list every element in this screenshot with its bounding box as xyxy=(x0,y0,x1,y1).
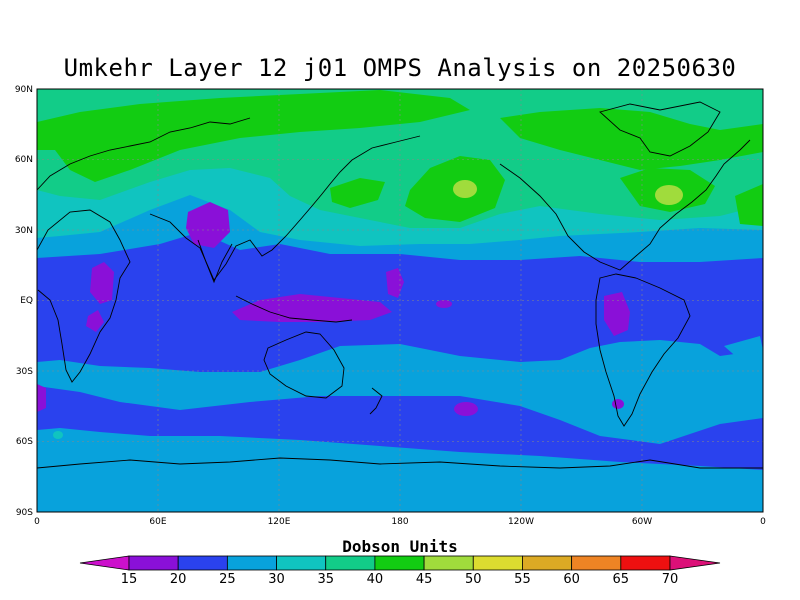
x-tick-label: 0 xyxy=(34,517,40,527)
y-tick-label: 30N xyxy=(15,226,33,236)
south-atlantic-30 xyxy=(724,336,763,360)
north-america-outline xyxy=(499,139,751,271)
andes-min xyxy=(604,292,630,336)
colorbar-swatch xyxy=(177,555,228,571)
y-tick-label: EQ xyxy=(20,296,33,306)
x-tick-label: 60W xyxy=(632,517,652,527)
contour-field xyxy=(37,89,763,512)
europe-outline xyxy=(37,117,251,191)
x-tick-label: 60E xyxy=(149,517,166,527)
arctic-green-east xyxy=(500,108,763,170)
india-outline xyxy=(197,239,233,284)
colorbar-swatch xyxy=(276,555,327,571)
maritime-min xyxy=(232,294,392,322)
colorbar-tick-label: 40 xyxy=(367,572,384,587)
chart-title: Umkehr Layer 12 j01 OMPS Analysis on 202… xyxy=(63,54,737,82)
antarctica-outline xyxy=(37,457,763,469)
atlantic-max xyxy=(655,185,683,205)
colorbar-swatch xyxy=(571,555,622,571)
map-frame xyxy=(36,88,764,513)
colorbar-tick-label: 30 xyxy=(268,572,285,587)
south-america-min xyxy=(612,399,624,409)
colorbar-swatch xyxy=(522,555,573,571)
colorbar-tick-label: 25 xyxy=(219,572,236,587)
south-pacific-min xyxy=(454,402,478,416)
y-tick-label: 90S xyxy=(16,508,33,518)
colorbar-swatch xyxy=(128,555,179,571)
band-20-25-tropics xyxy=(37,232,763,372)
y-tick-label: 60S xyxy=(16,437,33,447)
colorbar-tick-label: 55 xyxy=(514,572,531,587)
colorbar-swatch xyxy=(472,555,523,571)
colorbar-tick-label: 60 xyxy=(563,572,580,587)
pacific-max xyxy=(453,180,477,198)
africa-outline xyxy=(37,209,131,383)
colorbar-max-arrow xyxy=(669,555,721,571)
colorbar-label: Dobson Units xyxy=(342,537,458,556)
band-20-25-south xyxy=(37,386,763,470)
graticule xyxy=(37,89,763,512)
small-35 xyxy=(53,431,63,439)
indian-min xyxy=(186,202,230,248)
x-tick-label: 180 xyxy=(391,517,408,527)
colorbar-swatch xyxy=(374,555,425,571)
pacific-min xyxy=(386,268,404,298)
greenland-outline xyxy=(599,101,721,157)
new-zealand-outline xyxy=(369,387,383,415)
colorbar-swatch xyxy=(423,555,474,571)
colorbar-swatch xyxy=(226,555,277,571)
x-axis: 0 60E 120E 180 120W 60W 0 xyxy=(34,517,766,527)
colorbar-tick-label: 35 xyxy=(317,572,334,587)
colorbar-min-arrow xyxy=(79,555,130,571)
colorbar-tick-label: 45 xyxy=(416,572,433,587)
colorbar-tick-label: 50 xyxy=(465,572,482,587)
colorbar-tick-label: 15 xyxy=(121,572,138,587)
africa-min-2 xyxy=(86,310,104,332)
y-tick-label: 30S xyxy=(16,367,33,377)
colorbar: 15 20 25 30 35 40 45 50 55 60 65 70 xyxy=(79,555,721,587)
coastlines xyxy=(37,101,763,469)
small-min xyxy=(436,300,452,308)
colorbar-tick-label: 20 xyxy=(170,572,187,587)
south-pacific-30 xyxy=(560,352,600,374)
east-edge-green xyxy=(735,184,763,226)
indonesia-outline xyxy=(235,295,353,323)
west-edge-min xyxy=(37,384,46,412)
arctic-green-max xyxy=(37,90,470,182)
y-tick-label: 60N xyxy=(15,155,33,165)
australia-outline xyxy=(263,331,345,399)
y-tick-label: 90N xyxy=(15,85,33,95)
x-tick-label: 0 xyxy=(760,517,766,527)
x-tick-label: 120E xyxy=(268,517,291,527)
asia-outline xyxy=(149,135,421,281)
asia-green xyxy=(330,178,385,208)
colorbar-swatch xyxy=(325,555,376,571)
colorbar-tick-label: 70 xyxy=(662,572,679,587)
africa-min xyxy=(90,262,114,304)
colorbar-tick-label: 65 xyxy=(613,572,630,587)
x-tick-label: 120W xyxy=(508,517,534,527)
colorbar-swatch xyxy=(620,555,671,571)
south-america-outline xyxy=(595,273,691,427)
y-axis: 90N 60N 30N EQ 30S 60S 90S xyxy=(15,85,33,518)
